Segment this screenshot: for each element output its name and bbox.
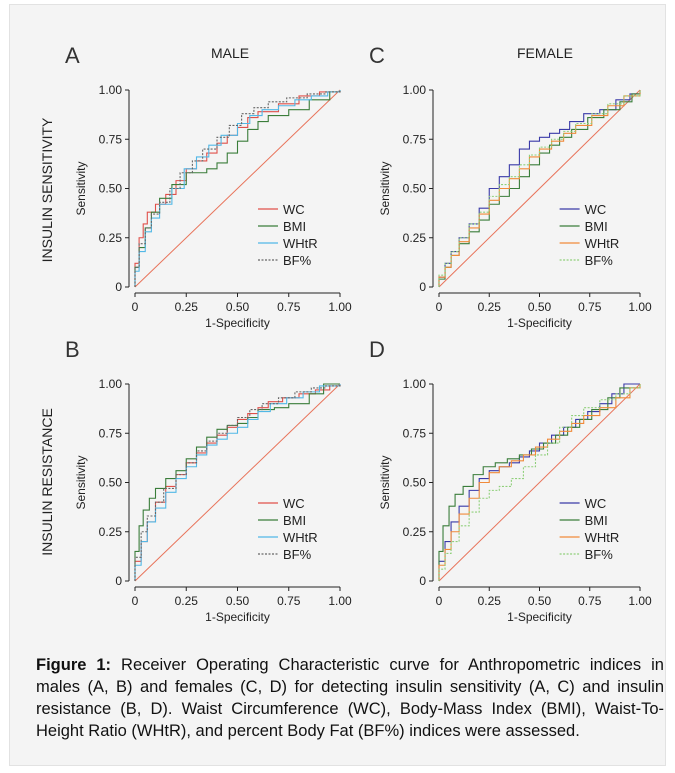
legend-label: WHtR [585, 236, 620, 251]
y-tick-label: 0.25 [99, 525, 123, 539]
legend-label: WHtR [585, 530, 620, 545]
roc-curve-bf-pct [134, 384, 341, 581]
roc-curve-bmi [438, 384, 641, 581]
reference-diagonal-line [134, 383, 341, 582]
caption-text: Receiver Operating Characteristic curve … [36, 656, 664, 740]
legend-label: WC [585, 202, 607, 217]
roc-curve-whtr [134, 384, 341, 581]
roc-figure: INSULIN SENSITIVITY INSULIN RESISTANCE M… [39, 43, 652, 624]
x-axis-label: 1-Specificity [507, 610, 572, 624]
x-tick-label: 0 [436, 594, 443, 608]
panel-letter: C [369, 43, 385, 68]
y-tick-label: 0.75 [99, 426, 123, 440]
figure-frame [9, 4, 666, 766]
x-axis-label: 1-Specificity [205, 316, 270, 330]
y-tick-label: 0 [419, 574, 426, 588]
legend-label: BMI [585, 219, 608, 234]
panel-letter: B [65, 337, 80, 362]
x-tick-label: 0.75 [277, 300, 301, 314]
y-tick-label: 1.00 [99, 377, 123, 391]
legend-label: BMI [283, 219, 306, 234]
panel-letter: D [369, 337, 385, 362]
legend: WC BMI WHtR BF% [559, 202, 620, 268]
reference-diagonal-line [438, 89, 641, 288]
roc-curve-bf-pct [134, 90, 341, 287]
y-tick-label: 0.50 [403, 476, 427, 490]
legend: WC BMI WHtR BF% [258, 202, 318, 268]
x-tick-label: 0.50 [528, 594, 552, 608]
x-tick-label: 0.25 [175, 300, 199, 314]
panel-letter: A [65, 43, 80, 68]
legend-label: BMI [585, 513, 608, 528]
y-tick-label: 0 [419, 280, 426, 294]
roc-curve-bf-pct [438, 90, 641, 287]
reference-diagonal-line [134, 89, 341, 288]
x-tick-label: 0.75 [277, 594, 301, 608]
figure-caption: Figure 1: Receiver Operating Characteris… [36, 654, 664, 742]
y-tick-label: 0.50 [99, 476, 123, 490]
x-tick-label: 1.00 [628, 300, 652, 314]
roc-panel-a: A 0 0.25 0.50 0.75 1.00 0 0.25 0.50 0.75 1.00 1-Spe… [65, 43, 352, 330]
roc-curve-bmi [134, 383, 340, 581]
y-tick-label: 1.00 [99, 83, 123, 97]
x-tick-label: 0 [436, 300, 443, 314]
x-tick-label: 0.25 [478, 300, 502, 314]
row-label-insulin-resistance: INSULIN RESISTANCE [39, 408, 55, 556]
y-tick-label: 1.00 [403, 83, 427, 97]
x-axis-label: 1-Specificity [507, 316, 572, 330]
y-tick-label: 0.25 [403, 525, 427, 539]
x-tick-label: 0.50 [528, 300, 552, 314]
y-tick-label: 0.25 [99, 231, 123, 245]
roc-panel-c: C 0 0.25 0.50 0.75 1.00 0 0.25 0.50 0.75 1.00 1-Spe… [369, 43, 652, 330]
x-tick-label: 0.50 [226, 300, 250, 314]
y-tick-label: 0.50 [99, 182, 123, 196]
x-tick-label: 0.75 [578, 594, 602, 608]
y-tick-label: 1.00 [403, 377, 427, 391]
x-tick-label: 0.25 [175, 594, 199, 608]
legend: WC BMI WHtR BF% [258, 496, 318, 562]
x-tick-label: 0.50 [226, 594, 250, 608]
x-tick-label: 1.00 [628, 594, 652, 608]
caption-label: Figure 1: [36, 656, 112, 674]
legend-label: WC [283, 202, 305, 217]
reference-diagonal-line [438, 383, 641, 582]
x-tick-label: 0.75 [578, 300, 602, 314]
y-tick-label: 0.50 [403, 182, 427, 196]
legend-label: BF% [283, 547, 312, 562]
roc-panel-d: D 0 0.25 0.50 0.75 1.00 0 0.25 0.50 0.75 1.00 1-Spe… [369, 337, 652, 624]
legend-label: BF% [585, 253, 614, 268]
x-tick-label: 0 [132, 594, 139, 608]
legend-label: WHtR [283, 530, 318, 545]
legend-label: BMI [283, 513, 306, 528]
row-label-insulin-sensitivity: INSULIN SENSITIVITY [39, 117, 55, 262]
x-tick-label: 1.00 [328, 594, 352, 608]
chart-panels: A 0 0.25 0.50 0.75 1.00 0 0.25 0.50 0.75 1.00 1-Spe… [65, 43, 652, 624]
y-axis-label: Sensitivity [74, 161, 88, 215]
y-axis-label: Sensitivity [378, 455, 392, 509]
x-axis-label: 1-Specificity [205, 610, 270, 624]
x-tick-label: 0 [132, 300, 139, 314]
y-axis-label: Sensitivity [378, 161, 392, 215]
y-tick-label: 0.25 [403, 231, 427, 245]
legend-label: WC [585, 496, 607, 511]
column-label-male: MALE [211, 45, 249, 61]
x-tick-label: 1.00 [328, 300, 352, 314]
y-tick-label: 0 [115, 280, 122, 294]
y-tick-label: 0.75 [99, 132, 123, 146]
y-tick-label: 0.75 [403, 426, 427, 440]
legend-label: BF% [585, 547, 614, 562]
roc-curve-whtr [438, 384, 641, 581]
x-tick-label: 0.25 [478, 594, 502, 608]
roc-curve-bf-pct [438, 384, 641, 581]
roc-curve-whtr [134, 90, 341, 287]
legend-label: BF% [283, 253, 312, 268]
y-tick-label: 0.75 [403, 132, 427, 146]
roc-panel-b: B 0 0.25 0.50 0.75 1.00 0 0.25 0.50 0.75 1.00 1-Spe… [65, 337, 352, 624]
legend: WC BMI WHtR BF% [559, 496, 620, 562]
legend-label: WC [283, 496, 305, 511]
y-tick-label: 0 [115, 574, 122, 588]
legend-label: WHtR [283, 236, 318, 251]
column-label-female: FEMALE [517, 45, 573, 61]
y-axis-label: Sensitivity [74, 455, 88, 509]
